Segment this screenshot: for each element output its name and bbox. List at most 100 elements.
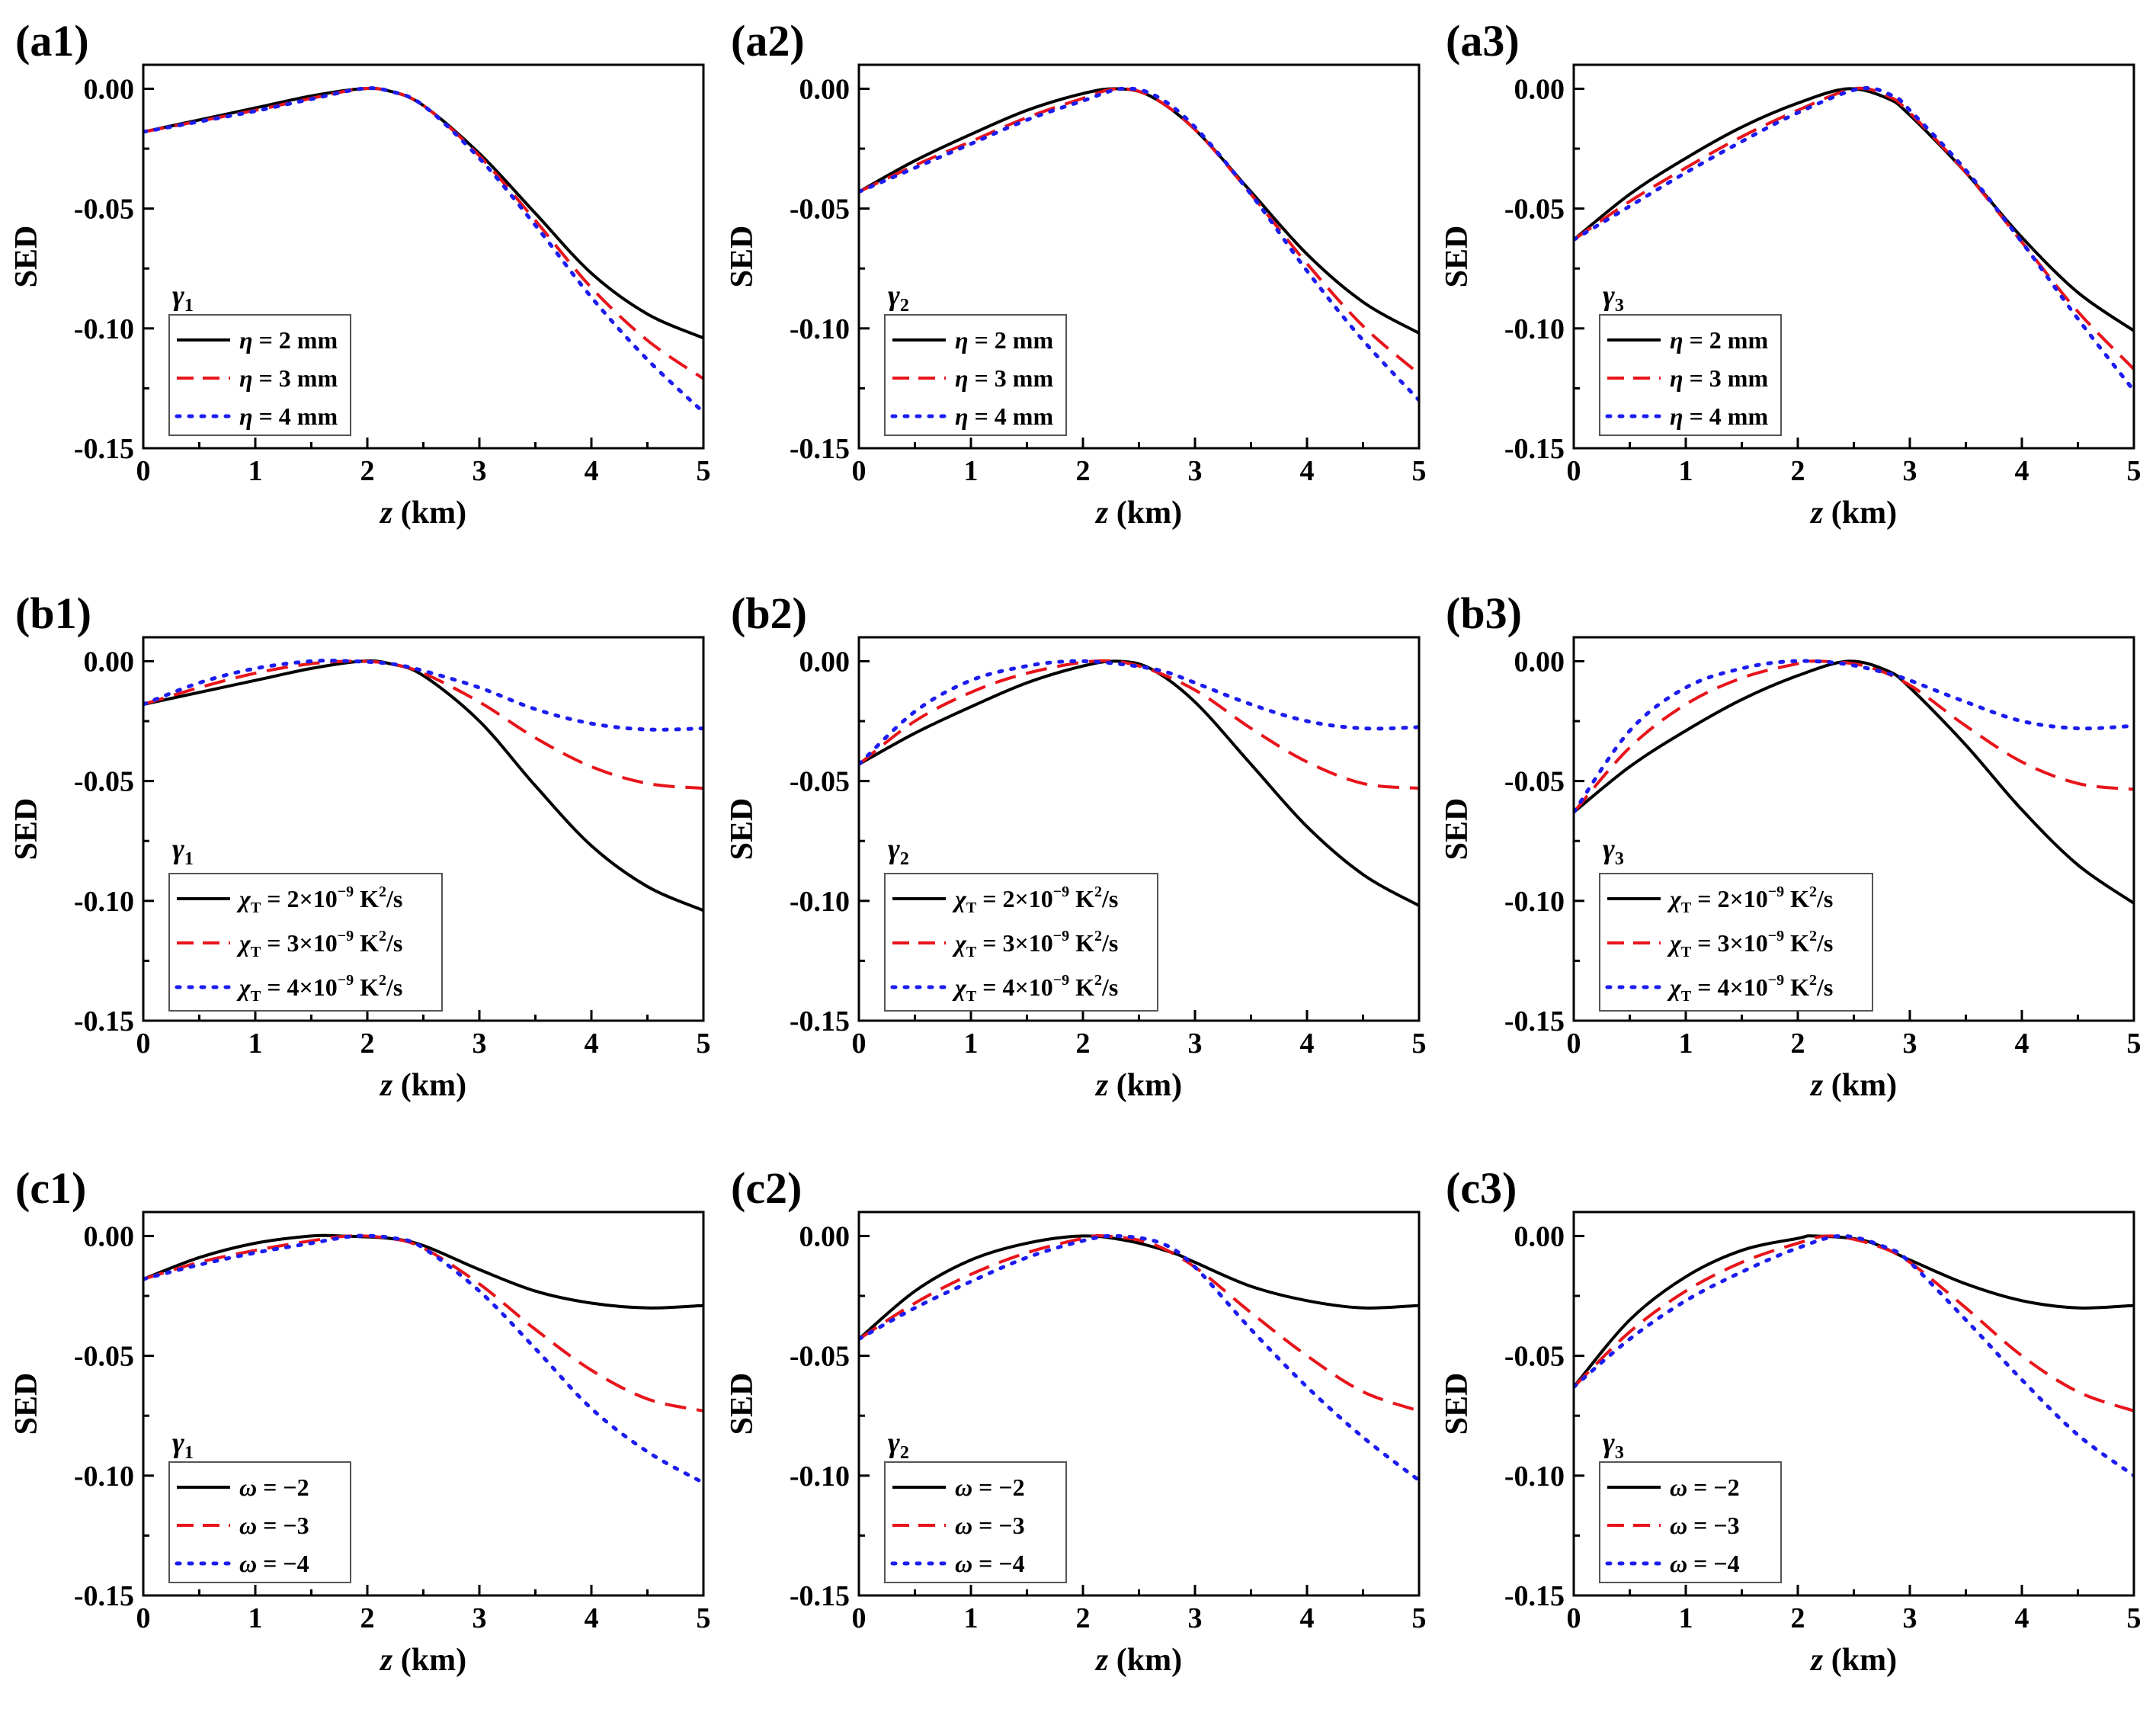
x-axis-title: z (km) [379, 1068, 466, 1103]
legend-entry-label: η = 4 mm [1670, 402, 1768, 430]
panel-label: (a3) [1446, 16, 1520, 66]
x-tick-label: 0 [1567, 1602, 1581, 1634]
legend-box [1599, 1461, 1782, 1583]
x-tick-label: 4 [585, 1028, 599, 1060]
legend: ω = −2 ω = −3 ω = −4 [1599, 1461, 1782, 1583]
x-tick-label: 5 [697, 1602, 711, 1634]
panel-label: (c3) [1446, 1163, 1517, 1213]
gamma-label: γ1 [172, 833, 194, 869]
x-tick-label: 4 [585, 455, 599, 487]
legend-entry-label: χT = 2×10−9 K2/s [1667, 883, 1833, 916]
x-tick-label: 5 [2127, 455, 2142, 487]
series-line-1 [143, 659, 703, 912]
x-tick-label: 2 [360, 1602, 375, 1634]
x-tick-label: 3 [1188, 455, 1203, 487]
y-tick-label: -0.15 [1504, 433, 1565, 465]
y-tick-label: -0.10 [790, 1461, 850, 1493]
panel-label: (c1) [15, 1163, 86, 1213]
y-axis-title: SED [725, 798, 760, 861]
x-tick-label: 1 [1679, 455, 1693, 487]
y-tick-label: -0.05 [790, 766, 850, 798]
y-tick-label: -0.05 [1504, 766, 1565, 798]
y-tick-label: 0.00 [84, 73, 135, 105]
y-axis-title: SED [9, 1373, 44, 1435]
legend-box [884, 314, 1067, 436]
x-tick-label: 3 [1188, 1602, 1203, 1634]
y-tick-label: 0.00 [1514, 646, 1565, 678]
panel-a1: (a1) 0 1 2 3 4 5 0.00 -0.05 -0.10 -0.15 z (km) SED γ1… [9, 16, 711, 531]
y-tick-label: -0.05 [74, 194, 134, 226]
legend-entry-label: ω = −2 [955, 1473, 1025, 1501]
panel-label: (a2) [731, 16, 805, 66]
y-axis-title: SED [9, 798, 44, 861]
y-tick-label: -0.05 [1504, 1341, 1565, 1373]
x-tick-label: 2 [1076, 1602, 1091, 1634]
y-tick-label: -0.15 [790, 1005, 850, 1037]
legend-entry-label: η = 2 mm [239, 326, 338, 354]
gamma-label: γ3 [1603, 1427, 1624, 1463]
series-line-3 [859, 1233, 1419, 1483]
panel-label: (a1) [15, 16, 89, 66]
y-tick-label: -0.10 [1504, 886, 1565, 918]
x-tick-label: 1 [1679, 1602, 1693, 1634]
x-tick-label: 2 [1791, 1602, 1805, 1634]
gamma-label: γ3 [1603, 833, 1624, 869]
x-tick-label: 2 [1076, 1028, 1091, 1060]
x-tick-label: 3 [473, 1028, 487, 1060]
x-tick-label: 0 [852, 1028, 867, 1060]
legend-entry-label: χT = 3×10−9 K2/s [1667, 928, 1833, 960]
legend-entry-label: ω = −2 [239, 1473, 309, 1501]
x-axis-title: z (km) [1809, 1068, 1897, 1103]
legend-box [168, 314, 351, 436]
panel-c1: (c1) 0 1 2 3 4 5 0.00 -0.05 -0.10 -0.15 z (km) SED γ1… [9, 1163, 711, 1678]
legend-entry-label: η = 3 mm [955, 364, 1053, 392]
legend-entry-label: χT = 3×10−9 K2/s [236, 928, 402, 960]
panel-label: (b1) [15, 588, 91, 638]
y-tick-label: 0.00 [84, 646, 135, 678]
y-tick-label: -0.05 [74, 1341, 134, 1373]
x-tick-label: 1 [964, 455, 979, 487]
x-axis-title: z (km) [379, 1643, 466, 1678]
legend-entry-label: η = 2 mm [955, 326, 1053, 354]
x-tick-label: 4 [2015, 1602, 2029, 1634]
x-tick-label: 5 [697, 1028, 711, 1060]
x-tick-label: 2 [360, 1028, 375, 1060]
x-tick-label: 2 [1791, 455, 1805, 487]
x-axis-title: z (km) [1094, 1068, 1182, 1103]
series-line-3 [859, 86, 1419, 402]
y-tick-label: -0.10 [74, 1461, 134, 1493]
series-line-1 [859, 1234, 1419, 1341]
legend: ω = −2 ω = −3 ω = −4 [168, 1461, 351, 1583]
x-tick-label: 0 [1567, 455, 1581, 487]
series-line-3 [1574, 1233, 2134, 1478]
y-tick-label: -0.10 [790, 313, 850, 345]
legend: ω = −2 ω = −3 ω = −4 [884, 1461, 1067, 1583]
y-tick-label: 0.00 [84, 1220, 135, 1252]
legend: η = 2 mm η = 3 mm η = 4 mm [168, 314, 351, 436]
x-tick-label: 0 [136, 455, 151, 487]
legend-entry-label: η = 4 mm [239, 402, 338, 430]
x-tick-label: 5 [697, 455, 711, 487]
x-tick-label: 2 [1791, 1028, 1805, 1060]
x-tick-label: 2 [360, 455, 375, 487]
y-axis-title: SED [1440, 1373, 1475, 1435]
series-line-2 [1574, 1234, 2134, 1413]
panel-label: (b3) [1446, 588, 1522, 638]
y-tick-label: -0.05 [790, 194, 850, 226]
legend-entry-label: ω = −3 [239, 1512, 309, 1539]
y-tick-label: -0.10 [74, 886, 134, 918]
x-tick-label: 4 [1300, 1602, 1315, 1634]
y-tick-label: 0.00 [799, 646, 851, 678]
x-tick-label: 5 [2127, 1602, 2142, 1634]
panel-b1: (b1) 0 1 2 3 4 5 0.00 -0.05 -0.10 -0.15 z (km) SED γ1… [9, 588, 711, 1103]
y-tick-label: 0.00 [799, 73, 851, 105]
panel-a2: (a2) 0 1 2 3 4 5 0.00 -0.05 -0.10 -0.15 z (km) SED γ2… [725, 16, 1427, 531]
panel-b3: (b3) 0 1 2 3 4 5 0.00 -0.05 -0.10 -0.15 z (km) SED γ3… [1440, 588, 2142, 1103]
legend-entry-label: χT = 4×10−9 K2/s [1667, 972, 1833, 1005]
x-tick-label: 3 [1188, 1028, 1203, 1060]
x-tick-label: 3 [1903, 1028, 1917, 1060]
x-tick-label: 0 [136, 1028, 151, 1060]
legend: η = 2 mm η = 3 mm η = 4 mm [884, 314, 1067, 436]
y-axis-title: SED [725, 226, 760, 288]
